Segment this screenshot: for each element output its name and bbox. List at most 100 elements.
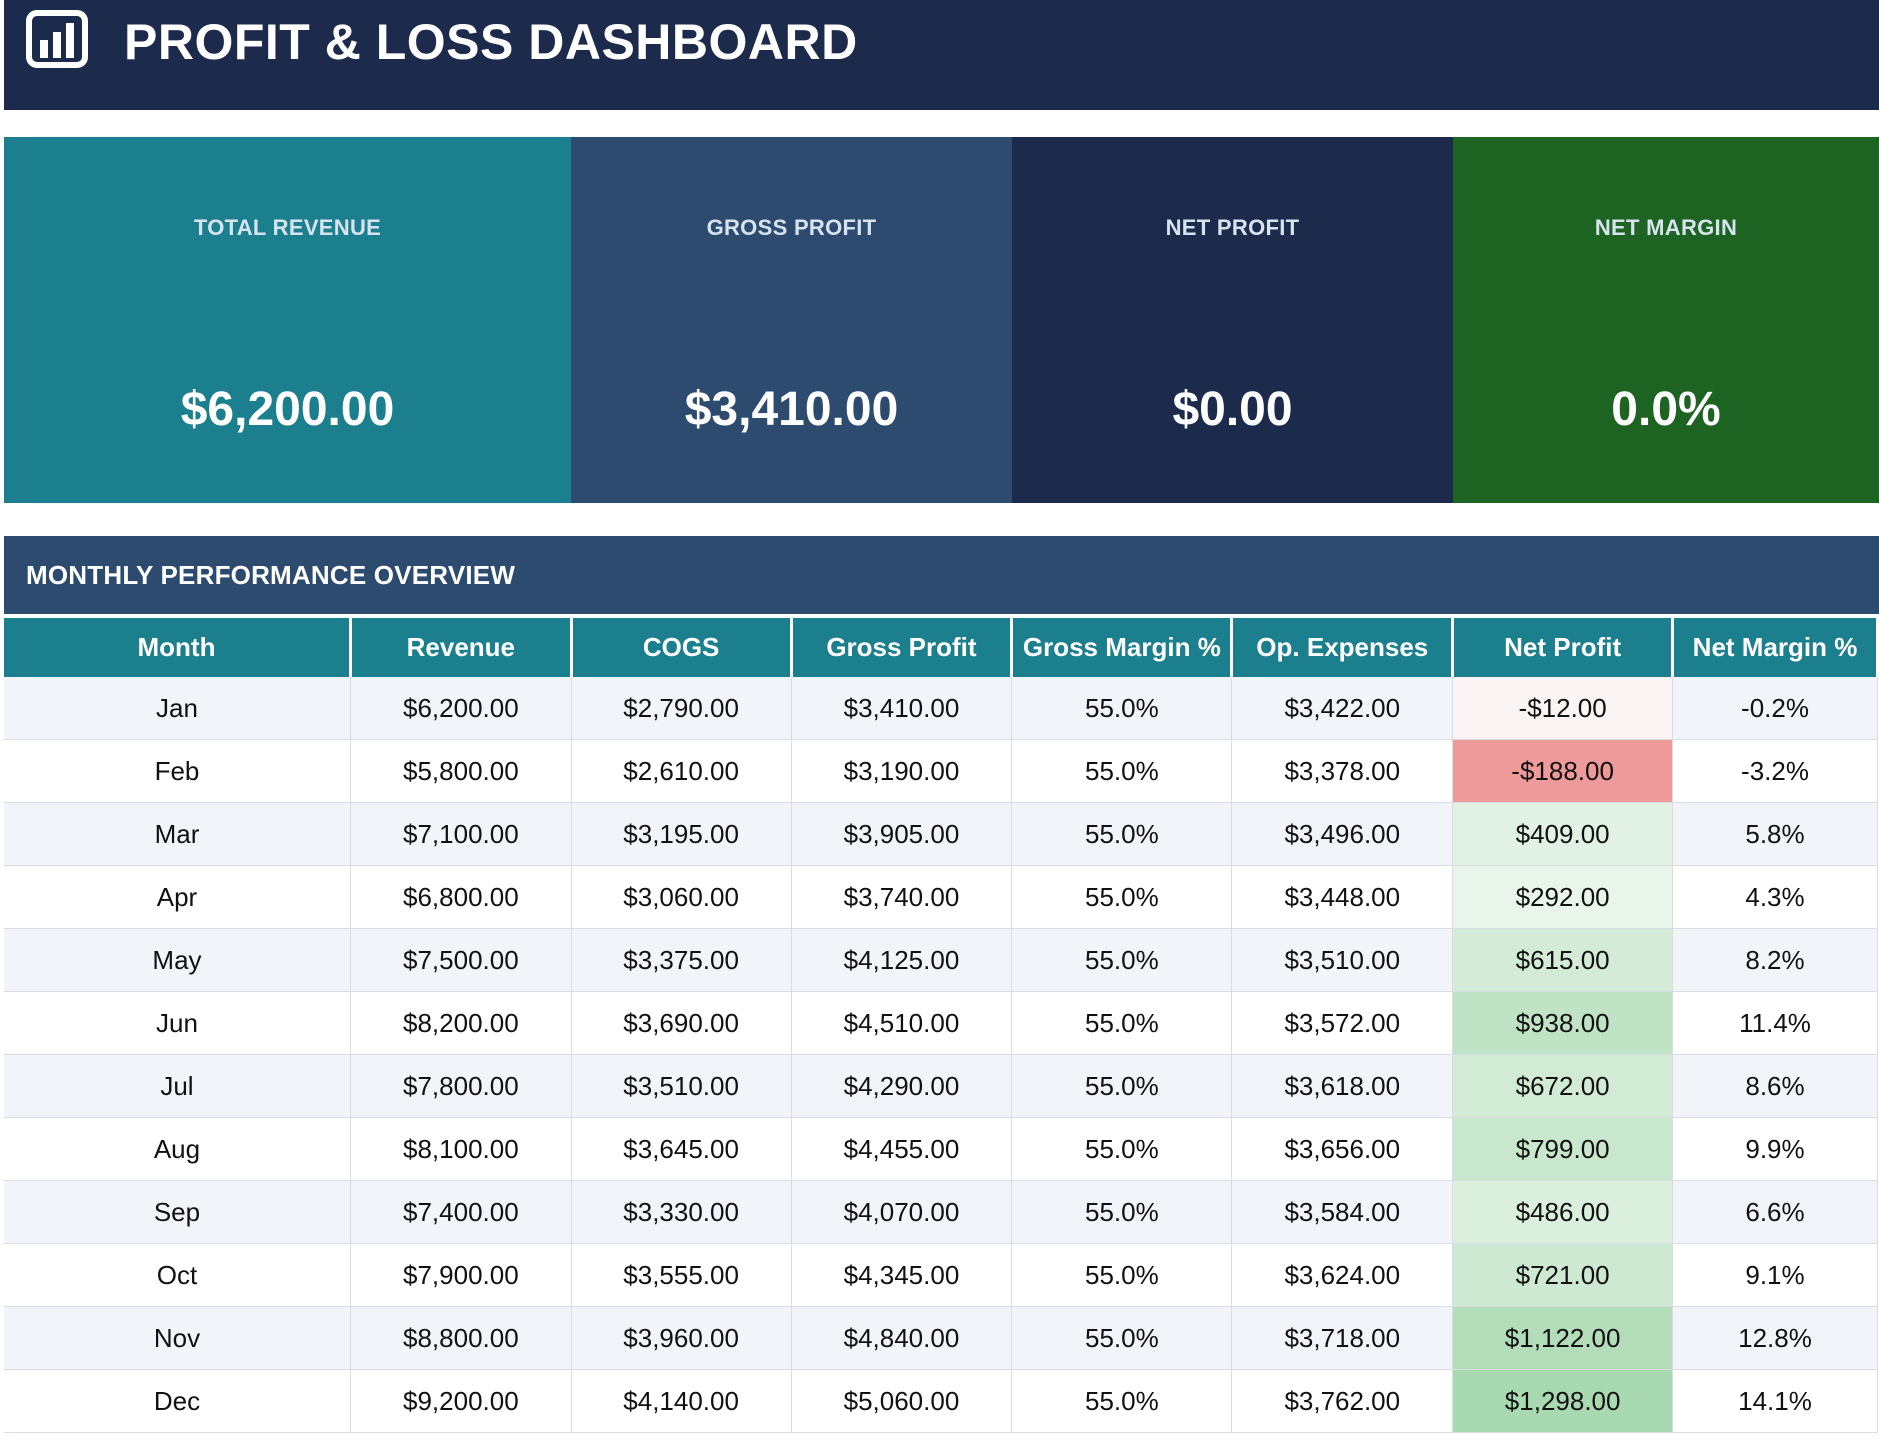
gross-margin-cell[interactable]: 55.0% [1011,677,1233,740]
column-header-revenue[interactable]: Revenue [350,618,573,677]
op-expenses-cell[interactable]: $3,496.00 [1231,802,1454,866]
column-header-net-margin[interactable]: Net Margin % [1672,618,1879,677]
revenue-cell[interactable]: $8,100.00 [350,1117,572,1181]
column-header-op-expenses[interactable]: Op. Expenses [1231,618,1455,677]
revenue-cell[interactable]: $7,100.00 [350,802,572,866]
cogs-cell[interactable]: $3,960.00 [571,1306,792,1370]
gross-margin-cell[interactable]: 55.0% [1011,928,1233,992]
net-profit-cell[interactable]: $721.00 [1452,1243,1674,1307]
cogs-cell[interactable]: $3,690.00 [571,991,792,1055]
net-profit-cell[interactable]: $409.00 [1452,802,1674,866]
net-margin-cell[interactable]: 8.6% [1672,1054,1878,1118]
cogs-cell[interactable]: $2,790.00 [571,677,792,740]
net-margin-cell[interactable]: 5.8% [1672,802,1878,866]
revenue-cell[interactable]: $8,800.00 [350,1306,572,1370]
month-cell[interactable]: Apr [4,865,351,929]
month-cell[interactable]: Nov [4,1306,351,1370]
op-expenses-cell[interactable]: $3,378.00 [1231,739,1454,803]
month-cell[interactable]: Jul [4,1054,351,1118]
net-profit-cell[interactable]: $292.00 [1452,865,1674,929]
cogs-cell[interactable]: $3,060.00 [571,865,792,929]
gross-profit-cell[interactable]: $4,070.00 [791,1180,1013,1244]
gross-margin-cell[interactable]: 55.0% [1011,1369,1233,1433]
revenue-cell[interactable]: $5,800.00 [350,739,572,803]
revenue-cell[interactable]: $7,400.00 [350,1180,572,1244]
net-profit-cell[interactable]: -$12.00 [1452,677,1674,740]
op-expenses-cell[interactable]: $3,624.00 [1231,1243,1454,1307]
net-margin-cell[interactable]: 6.6% [1672,1180,1878,1244]
column-header-gross-margin[interactable]: Gross Margin % [1011,618,1234,677]
op-expenses-cell[interactable]: $3,572.00 [1231,991,1454,1055]
gross-profit-cell[interactable]: $4,290.00 [791,1054,1013,1118]
gross-profit-cell[interactable]: $4,455.00 [791,1117,1013,1181]
net-margin-cell[interactable]: 8.2% [1672,928,1878,992]
op-expenses-cell[interactable]: $3,510.00 [1231,928,1454,992]
revenue-cell[interactable]: $9,200.00 [350,1369,572,1433]
net-margin-cell[interactable]: -3.2% [1672,739,1878,803]
op-expenses-cell[interactable]: $3,584.00 [1231,1180,1454,1244]
month-cell[interactable]: Sep [4,1180,351,1244]
op-expenses-cell[interactable]: $3,618.00 [1231,1054,1454,1118]
cogs-cell[interactable]: $3,510.00 [571,1054,792,1118]
cogs-cell[interactable]: $3,330.00 [571,1180,792,1244]
gross-margin-cell[interactable]: 55.0% [1011,1117,1233,1181]
gross-profit-cell[interactable]: $3,190.00 [791,739,1013,803]
gross-profit-cell[interactable]: $4,345.00 [791,1243,1013,1307]
revenue-cell[interactable]: $6,200.00 [350,677,572,740]
gross-profit-cell[interactable]: $4,840.00 [791,1306,1013,1370]
op-expenses-cell[interactable]: $3,422.00 [1231,677,1454,740]
net-margin-cell[interactable]: 9.9% [1672,1117,1878,1181]
revenue-cell[interactable]: $8,200.00 [350,991,572,1055]
net-margin-cell[interactable]: -0.2% [1672,677,1878,740]
gross-profit-cell[interactable]: $5,060.00 [791,1369,1013,1433]
gross-profit-cell[interactable]: $3,905.00 [791,802,1013,866]
gross-margin-cell[interactable]: 55.0% [1011,991,1233,1055]
month-cell[interactable]: Jun [4,991,351,1055]
cogs-cell[interactable]: $2,610.00 [571,739,792,803]
net-profit-cell[interactable]: $1,298.00 [1452,1369,1674,1433]
gross-margin-cell[interactable]: 55.0% [1011,1054,1233,1118]
net-margin-cell[interactable]: 4.3% [1672,865,1878,929]
month-cell[interactable]: Dec [4,1369,351,1433]
net-margin-cell[interactable]: 14.1% [1672,1369,1878,1433]
gross-margin-cell[interactable]: 55.0% [1011,1306,1233,1370]
cogs-cell[interactable]: $3,375.00 [571,928,792,992]
net-margin-cell[interactable]: 9.1% [1672,1243,1878,1307]
gross-margin-cell[interactable]: 55.0% [1011,865,1233,929]
cogs-cell[interactable]: $3,645.00 [571,1117,792,1181]
gross-profit-cell[interactable]: $4,125.00 [791,928,1013,992]
month-cell[interactable]: Feb [4,739,351,803]
gross-margin-cell[interactable]: 55.0% [1011,802,1233,866]
net-margin-cell[interactable]: 12.8% [1672,1306,1878,1370]
net-profit-cell[interactable]: -$188.00 [1452,739,1674,803]
gross-margin-cell[interactable]: 55.0% [1011,1243,1233,1307]
column-header-net-profit[interactable]: Net Profit [1452,618,1675,677]
gross-margin-cell[interactable]: 55.0% [1011,1180,1233,1244]
cogs-cell[interactable]: $4,140.00 [571,1369,792,1433]
net-profit-cell[interactable]: $615.00 [1452,928,1674,992]
op-expenses-cell[interactable]: $3,762.00 [1231,1369,1454,1433]
op-expenses-cell[interactable]: $3,718.00 [1231,1306,1454,1370]
net-profit-cell[interactable]: $799.00 [1452,1117,1674,1181]
net-margin-cell[interactable]: 11.4% [1672,991,1878,1055]
cogs-cell[interactable]: $3,555.00 [571,1243,792,1307]
column-header-cogs[interactable]: COGS [571,618,793,677]
net-profit-cell[interactable]: $1,122.00 [1452,1306,1674,1370]
gross-profit-cell[interactable]: $4,510.00 [791,991,1013,1055]
revenue-cell[interactable]: $7,800.00 [350,1054,572,1118]
month-cell[interactable]: Aug [4,1117,351,1181]
revenue-cell[interactable]: $6,800.00 [350,865,572,929]
op-expenses-cell[interactable]: $3,448.00 [1231,865,1454,929]
gross-profit-cell[interactable]: $3,740.00 [791,865,1013,929]
revenue-cell[interactable]: $7,900.00 [350,1243,572,1307]
cogs-cell[interactable]: $3,195.00 [571,802,792,866]
month-cell[interactable]: Oct [4,1243,351,1307]
op-expenses-cell[interactable]: $3,656.00 [1231,1117,1454,1181]
net-profit-cell[interactable]: $672.00 [1452,1054,1674,1118]
net-profit-cell[interactable]: $938.00 [1452,991,1674,1055]
month-cell[interactable]: Jan [4,677,351,740]
net-profit-cell[interactable]: $486.00 [1452,1180,1674,1244]
month-cell[interactable]: Mar [4,802,351,866]
column-header-month[interactable]: Month [4,618,352,677]
month-cell[interactable]: May [4,928,351,992]
